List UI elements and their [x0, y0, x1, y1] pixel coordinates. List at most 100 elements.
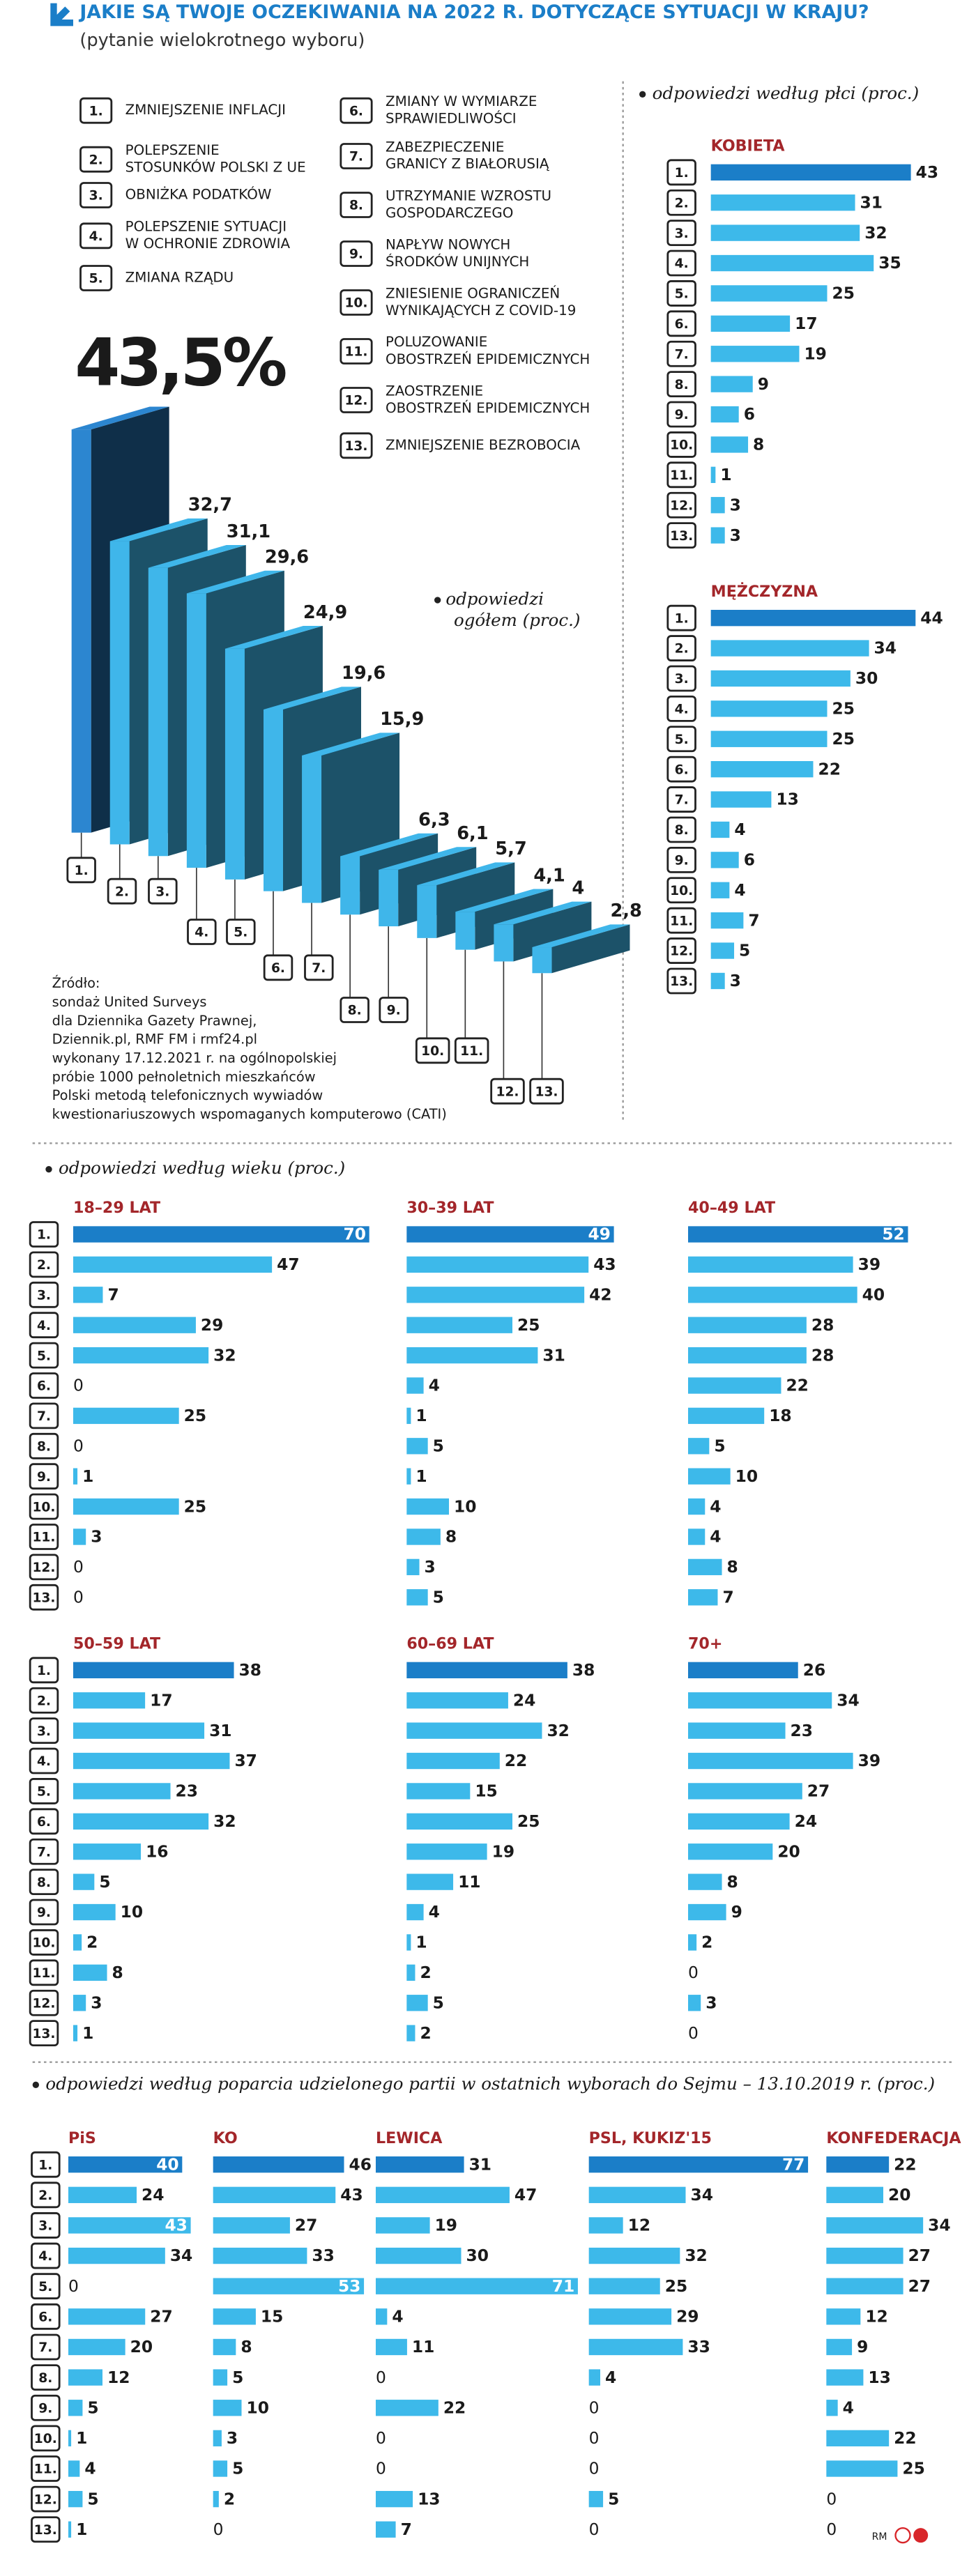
number-box	[340, 240, 373, 267]
bar	[68, 2521, 72, 2538]
number-label: 3.	[89, 189, 103, 204]
value-label: 3	[91, 1993, 102, 2012]
bar-top	[71, 406, 169, 430]
value-label: 5	[87, 2489, 98, 2508]
value-label: 0	[73, 1587, 84, 1607]
bar	[376, 2521, 396, 2538]
value-label: 25	[902, 2459, 924, 2478]
value-label: 1	[82, 2023, 93, 2043]
value-label: 4	[734, 880, 745, 900]
bar	[710, 376, 753, 392]
number-box	[340, 289, 373, 316]
bar	[688, 1692, 832, 1709]
bar-front	[340, 856, 360, 915]
value-label: 4	[734, 820, 745, 839]
bar-top	[417, 862, 515, 886]
value-label: 5	[714, 1436, 725, 1455]
number-label: 12.	[34, 2492, 57, 2507]
bar	[406, 1256, 589, 1273]
value-label: 24	[513, 1690, 535, 1710]
value-label: 3	[91, 1527, 102, 1547]
bar	[406, 1662, 567, 1678]
bar	[710, 254, 874, 272]
bar	[406, 1558, 420, 1576]
number-box	[666, 159, 696, 186]
bar	[213, 2338, 236, 2356]
bar	[688, 1558, 722, 1576]
bar	[710, 406, 739, 423]
bar	[73, 1783, 171, 1800]
number-box	[31, 2273, 61, 2300]
number-box	[29, 1687, 59, 1714]
number-label: 10.	[32, 1936, 55, 1951]
number-box	[29, 1524, 59, 1550]
bar-top	[379, 847, 477, 870]
bar	[68, 2186, 137, 2203]
value-label: 0	[73, 1557, 84, 1577]
value-label: 2	[701, 1933, 712, 1952]
bar-top	[532, 924, 630, 948]
value-label: 8	[112, 1963, 123, 1982]
bar	[826, 2430, 890, 2447]
number-label: 11.	[344, 345, 367, 360]
number-box	[666, 635, 696, 661]
number-box	[666, 189, 696, 216]
number-label: 8.	[675, 378, 689, 392]
bar	[406, 1843, 487, 1860]
value-label: 3	[730, 495, 741, 514]
bar-front	[455, 912, 475, 950]
value-label: 5	[608, 2489, 619, 2508]
value-label: 31	[469, 2154, 491, 2174]
value-label: 4,1	[533, 865, 565, 886]
bar	[710, 730, 828, 747]
value-label: 22	[443, 2398, 466, 2417]
value-label: 2	[420, 1963, 431, 1982]
value-label: 15	[475, 1781, 497, 1801]
bar	[688, 1347, 807, 1364]
bar-side	[513, 901, 592, 962]
source-line: sondaż United Surveys	[52, 994, 207, 1010]
value-label: 32	[685, 2246, 707, 2265]
bar	[73, 1752, 230, 1770]
bar	[406, 1226, 614, 1243]
bar	[406, 2025, 415, 2041]
legend-label: OBNIŻKA PODATKÓW	[125, 186, 272, 203]
number-label: 13.	[32, 2027, 55, 2041]
number-box	[666, 726, 696, 753]
value-label: 6	[744, 404, 755, 424]
value-label: 7	[722, 1587, 733, 1607]
bar-top	[340, 833, 439, 857]
value-label: 2	[86, 1933, 98, 1952]
bar	[826, 2156, 890, 2173]
number-label: 7.	[38, 2340, 52, 2355]
number-label: 2.	[115, 884, 129, 899]
value-label: 28	[811, 1345, 834, 1365]
value-label: 40	[156, 2154, 178, 2174]
value-label: 5	[99, 1872, 110, 1892]
bar	[588, 2156, 809, 2173]
series-name: PSL, KUKIZ'15	[589, 2129, 712, 2147]
number-label: 12.	[670, 498, 693, 513]
bar	[588, 2308, 672, 2325]
number-box	[29, 1221, 59, 1248]
number-box	[304, 954, 334, 981]
bar	[376, 2186, 510, 2203]
value-label: 15	[261, 2307, 283, 2326]
value-label: 52	[882, 1225, 904, 1244]
number-label: 1.	[37, 1228, 51, 1243]
bar	[68, 2430, 72, 2447]
chart-label: odpowiedzi	[445, 589, 544, 609]
bar	[73, 1662, 234, 1678]
number-label: 13.	[344, 439, 367, 454]
number-box	[29, 1251, 59, 1278]
value-label: 43	[340, 2185, 363, 2205]
number-box	[29, 1372, 59, 1399]
value-label: 35	[878, 253, 901, 273]
bar	[68, 2217, 191, 2234]
number-label: 10.	[670, 438, 693, 453]
legend-label: ZMNIEJSZENIE INFLACJI	[125, 102, 286, 118]
bar	[73, 1407, 179, 1425]
source-line: Źródło:	[52, 975, 100, 991]
value-label: 0	[589, 2459, 600, 2478]
